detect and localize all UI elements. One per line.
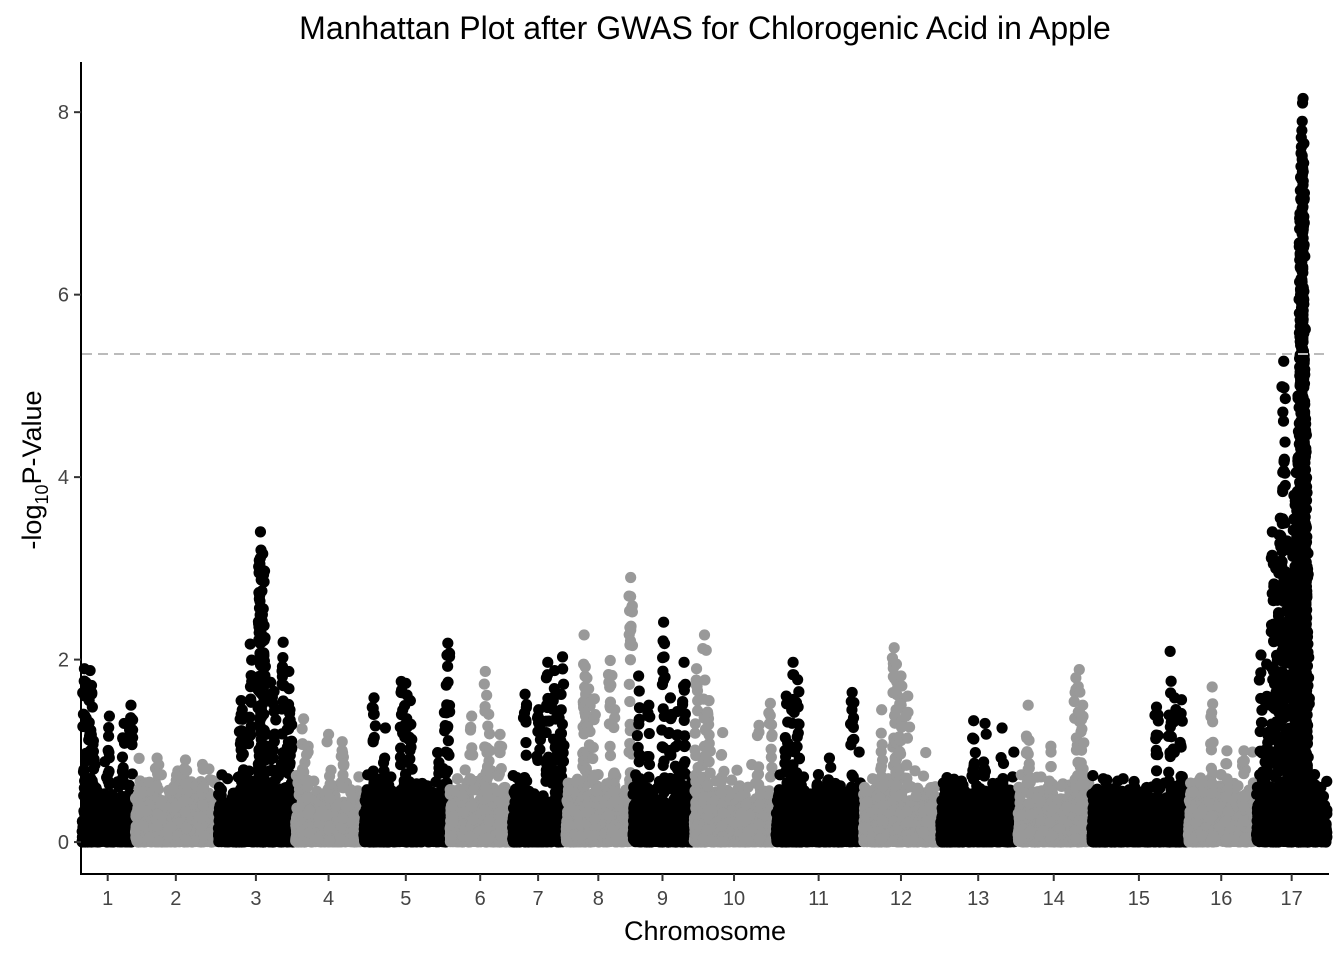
snp-point-peak: [254, 526, 267, 538]
snp-point: [135, 786, 147, 798]
snp-point: [258, 565, 271, 577]
snp-point: [323, 835, 336, 847]
snp-point: [197, 800, 209, 812]
snp-point: [125, 733, 138, 745]
snp-point: [140, 805, 152, 817]
snp-point: [180, 834, 192, 846]
snp-point: [103, 792, 115, 804]
snp-point-peak: [259, 632, 271, 644]
snp-point: [195, 812, 208, 824]
snp-point: [324, 792, 336, 804]
snp-point: [337, 812, 349, 824]
snp-point: [236, 776, 248, 788]
snp-point: [103, 752, 115, 764]
snp-point: [300, 749, 313, 761]
snp-point: [258, 708, 270, 720]
snp-point: [221, 773, 234, 785]
snp-point: [323, 770, 336, 782]
snp-point-peak: [257, 548, 269, 560]
snp-point: [102, 803, 114, 815]
snp-point: [243, 765, 255, 777]
snp-point: [198, 781, 210, 793]
snp-point: [335, 833, 347, 846]
snp-point: [301, 792, 313, 804]
snp-point: [213, 830, 225, 842]
snp-point: [102, 767, 114, 779]
snp-point: [337, 747, 349, 759]
snp-point: [258, 620, 270, 632]
snp-point: [284, 759, 296, 771]
snp-point: [302, 774, 314, 786]
snp-point-peak: [103, 710, 115, 722]
snp-point-peak: [283, 665, 295, 678]
snp-point: [87, 735, 99, 747]
snp-point-peak: [298, 713, 310, 725]
snp-point: [256, 608, 268, 621]
snp-point-peak: [84, 664, 96, 677]
snp-point: [88, 829, 100, 841]
snp-point: [88, 763, 100, 775]
snp-point: [285, 743, 298, 755]
snp-point: [243, 828, 256, 841]
snp-point: [152, 768, 164, 780]
snp-point: [179, 778, 192, 790]
snp-point: [180, 822, 192, 834]
snp-point-peak: [277, 636, 289, 648]
snp-point: [321, 736, 333, 748]
snp-point-peak: [125, 699, 137, 711]
snp-point: [197, 763, 209, 775]
snp-point: [127, 714, 139, 726]
snp-point: [103, 730, 115, 742]
snp-point-peak: [285, 719, 297, 731]
snp-point: [216, 801, 228, 813]
snp-point: [123, 779, 135, 791]
snp-point: [131, 834, 143, 846]
snp-point: [321, 809, 333, 821]
snp-point: [155, 795, 167, 808]
snp-point: [258, 576, 270, 588]
snp-point: [104, 830, 116, 842]
snp-point: [116, 751, 129, 763]
snp-point-peak: [284, 704, 296, 716]
snp-point: [123, 724, 136, 736]
snp-point: [337, 782, 349, 794]
snp-point: [179, 806, 191, 818]
snp-point: [303, 804, 316, 816]
snp-point: [151, 780, 163, 792]
snp-point: [296, 723, 308, 735]
data-points: [76, 92, 1333, 848]
snp-point: [269, 829, 281, 841]
snp-point: [103, 778, 115, 791]
snp-point: [198, 829, 210, 841]
snp-point: [112, 776, 124, 788]
snp-point: [179, 763, 191, 775]
snp-point: [258, 647, 270, 659]
snp-point: [312, 832, 324, 844]
snp-point: [223, 826, 236, 838]
snp-point: [166, 784, 178, 796]
snp-point: [254, 589, 266, 602]
snp-point: [133, 752, 145, 764]
chart-title: Manhattan Plot after GWAS for Chlorogeni…: [299, 10, 1111, 46]
snp-point: [104, 814, 116, 826]
snp-point-peak: [86, 701, 98, 713]
snp-point: [86, 775, 98, 787]
snp-point: [82, 815, 95, 827]
snp-point: [152, 835, 164, 847]
snp-point: [116, 765, 129, 777]
snp-point: [338, 758, 350, 771]
snp-point: [268, 805, 280, 817]
snp-point: [85, 679, 98, 692]
snp-point: [323, 822, 336, 834]
snp-point: [87, 792, 99, 804]
snp-point: [303, 827, 315, 839]
snp-point: [283, 683, 295, 695]
snp-point: [151, 808, 164, 820]
snp-point: [165, 821, 177, 833]
